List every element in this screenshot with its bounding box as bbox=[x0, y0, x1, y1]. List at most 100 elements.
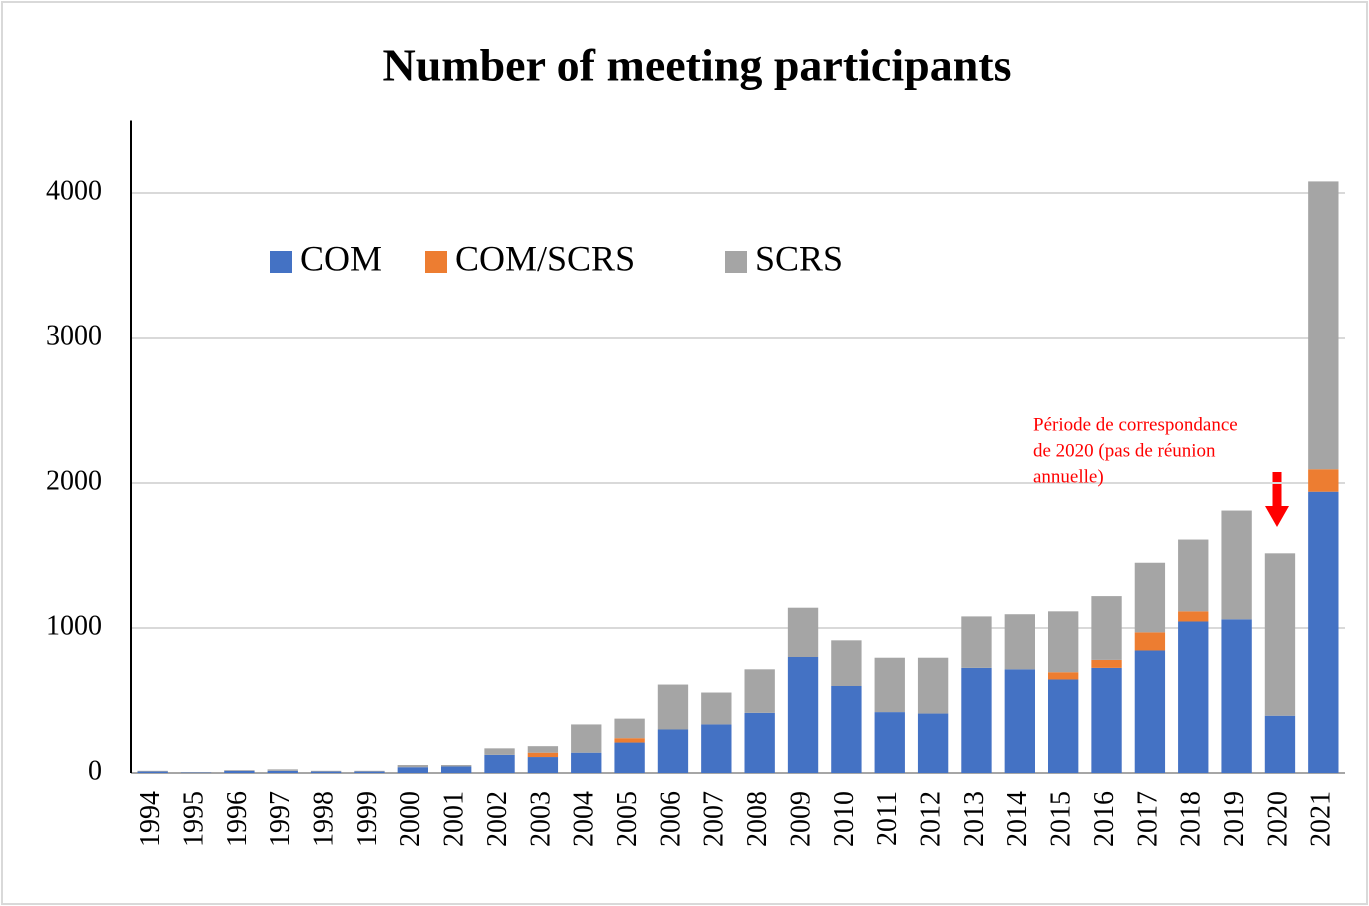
x-tick-label: 2001 bbox=[439, 791, 470, 847]
x-tick-label: 2015 bbox=[1046, 791, 1077, 847]
bar-segment bbox=[527, 752, 559, 758]
legend-swatch bbox=[725, 251, 747, 273]
y-tick-label: 4000 bbox=[46, 175, 102, 206]
bar-segment bbox=[1308, 469, 1339, 492]
x-tick-label: 2007 bbox=[699, 791, 730, 847]
bar-segment bbox=[484, 754, 515, 773]
bar-segment bbox=[1091, 667, 1122, 773]
bar-segment bbox=[1178, 539, 1209, 612]
bar-segment bbox=[137, 770, 168, 772]
bar-segment bbox=[744, 712, 775, 773]
x-tick-label: 2018 bbox=[1176, 791, 1207, 847]
bar-segment bbox=[1091, 659, 1122, 668]
legend-label: SCRS bbox=[755, 238, 843, 278]
bar-segment bbox=[787, 657, 819, 773]
bar-segment bbox=[787, 607, 819, 657]
bar-segment bbox=[1091, 596, 1122, 660]
x-tick-label: 2011 bbox=[872, 791, 903, 846]
x-tick-label: 1999 bbox=[352, 791, 383, 847]
bar-segment bbox=[917, 657, 949, 714]
bar-segment bbox=[354, 771, 385, 773]
bar-segment bbox=[484, 748, 515, 755]
y-tick-label: 1000 bbox=[46, 610, 102, 641]
bar-segment bbox=[961, 667, 992, 773]
bar-segment bbox=[397, 765, 428, 768]
bar-segment bbox=[831, 640, 862, 686]
bar-segment bbox=[1221, 510, 1252, 620]
x-tick-label: 2016 bbox=[1089, 791, 1120, 847]
bar-segment bbox=[310, 770, 342, 772]
x-tick-label: 2004 bbox=[569, 791, 600, 847]
bar-segment bbox=[657, 729, 689, 773]
bar-segment bbox=[441, 765, 472, 767]
x-tick-label: 2017 bbox=[1132, 791, 1163, 847]
bar-segment bbox=[1308, 491, 1339, 773]
bar-segment bbox=[137, 771, 168, 773]
bar-segment bbox=[831, 686, 862, 773]
bar-segment bbox=[1221, 619, 1252, 773]
bar-segment bbox=[1048, 672, 1079, 680]
bar-segment bbox=[657, 684, 689, 730]
legend-swatch bbox=[270, 251, 292, 273]
bar-segment bbox=[527, 757, 559, 773]
bar-segment bbox=[701, 692, 732, 725]
y-tick-label: 3000 bbox=[46, 320, 102, 351]
x-tick-label: 2000 bbox=[395, 791, 426, 847]
y-tick-label: 0 bbox=[88, 755, 102, 786]
x-tick-label: 2019 bbox=[1219, 791, 1250, 847]
bar-segment bbox=[224, 770, 255, 771]
bar-segment bbox=[614, 738, 645, 743]
bar-segment bbox=[874, 712, 905, 773]
x-tick-label: 2021 bbox=[1306, 791, 1337, 847]
annotation-arrow-head bbox=[1265, 506, 1289, 527]
x-tick-label: 1997 bbox=[265, 791, 296, 847]
x-tick-label: 2012 bbox=[916, 791, 947, 847]
x-tick-label: 2005 bbox=[612, 791, 643, 847]
x-tick-label: 1995 bbox=[178, 791, 209, 847]
bar-segment bbox=[1134, 632, 1166, 651]
bar-segment bbox=[614, 742, 645, 773]
bar-segment bbox=[267, 769, 298, 771]
bar-segment bbox=[1178, 611, 1209, 622]
bar-segment bbox=[397, 767, 428, 773]
legend-label: COM bbox=[300, 238, 382, 278]
legend-label: COM/SCRS bbox=[455, 238, 635, 278]
x-tick-label: 2009 bbox=[785, 791, 816, 847]
bar-segment bbox=[571, 724, 602, 753]
chart-title: Number of meeting participants bbox=[382, 40, 1011, 91]
x-tick-label: 2014 bbox=[1002, 791, 1033, 847]
bar-segment bbox=[224, 770, 255, 773]
x-tick-label: 2013 bbox=[959, 791, 990, 847]
bar-segment bbox=[1134, 650, 1166, 773]
bar-segment bbox=[744, 669, 775, 713]
bar-segment bbox=[1004, 614, 1035, 670]
bar-segment bbox=[354, 770, 385, 772]
annotation-text: de 2020 (pas de réunion bbox=[1033, 440, 1216, 461]
bar-segment bbox=[614, 718, 645, 739]
annotation-text: Période de correspondance bbox=[1033, 414, 1238, 435]
x-tick-label: 2020 bbox=[1262, 791, 1293, 847]
x-tick-label: 1994 bbox=[135, 791, 166, 847]
bar-segment bbox=[1004, 669, 1035, 773]
bar-segment bbox=[1048, 611, 1079, 673]
legend-swatch bbox=[425, 251, 447, 273]
x-tick-label: 2002 bbox=[482, 791, 513, 847]
bar-segment bbox=[310, 771, 342, 773]
x-tick-label: 2006 bbox=[655, 791, 686, 847]
bar-segment bbox=[961, 616, 992, 668]
x-tick-label: 1998 bbox=[309, 791, 340, 847]
x-tick-label: 2010 bbox=[829, 791, 860, 847]
annotation-text: annuelle) bbox=[1033, 466, 1104, 487]
bar-segment bbox=[267, 770, 298, 773]
bar-segment bbox=[441, 766, 472, 773]
bar-segment bbox=[1134, 562, 1166, 633]
bar-segment bbox=[1178, 621, 1209, 773]
bar-segment bbox=[701, 724, 732, 773]
bar-segment bbox=[527, 746, 559, 753]
bar-segment bbox=[1264, 553, 1296, 716]
bar-segment bbox=[917, 713, 949, 773]
bar-segment bbox=[874, 657, 905, 713]
x-tick-label: 1996 bbox=[222, 791, 253, 847]
